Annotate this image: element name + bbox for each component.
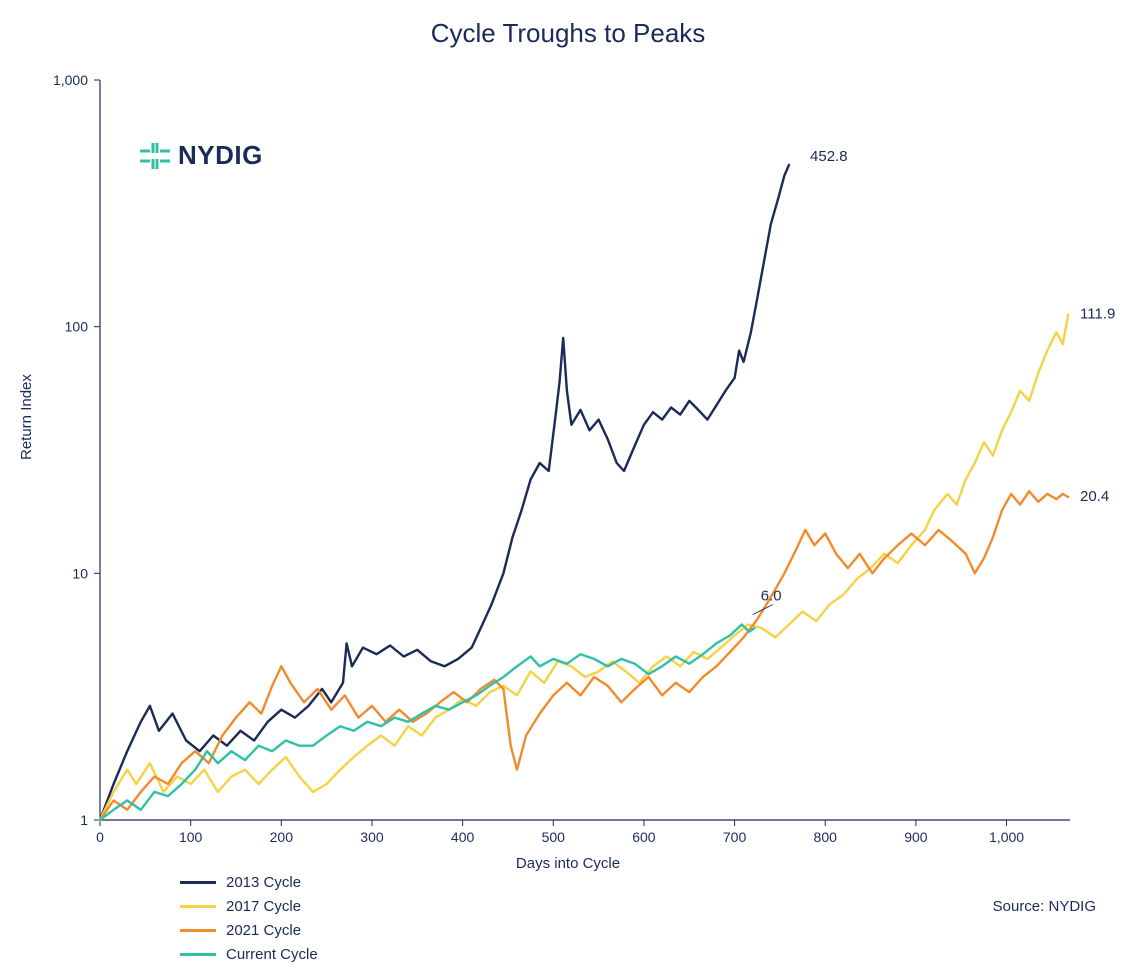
svg-text:1: 1 xyxy=(80,812,88,828)
svg-text:200: 200 xyxy=(270,829,294,845)
series-2013-cycle xyxy=(100,165,789,820)
legend-item-2017-cycle: 2017 Cycle xyxy=(180,894,318,918)
legend-swatch xyxy=(180,881,216,884)
end-label-20.4: 20.4 xyxy=(1080,488,1109,505)
x-axis-label: Days into Cycle xyxy=(0,855,1136,872)
legend-label: 2017 Cycle xyxy=(226,898,301,915)
series-current-cycle xyxy=(100,625,755,821)
svg-text:1,000: 1,000 xyxy=(989,829,1024,845)
svg-text:100: 100 xyxy=(65,319,89,335)
legend: 2013 Cycle 2017 Cycle 2021 Cycle Current Cy… xyxy=(180,870,318,966)
legend-label: 2021 Cycle xyxy=(226,922,301,939)
y-axis-label: Return Index xyxy=(18,374,35,460)
legend-item-2013-cycle: 2013 Cycle xyxy=(180,870,318,894)
series-2017-cycle xyxy=(100,315,1068,820)
svg-text:300: 300 xyxy=(360,829,384,845)
legend-item-current-cycle: Current Cycle xyxy=(180,942,318,966)
chart-plot: 0 100 200 300 400 500 600 700 800 900 1,000 1 10 100 1… xyxy=(0,0,1136,870)
svg-text:10: 10 xyxy=(72,565,88,581)
legend-swatch xyxy=(180,929,216,932)
legend-label: 2013 Cycle xyxy=(226,874,301,891)
svg-text:600: 600 xyxy=(632,829,656,845)
svg-text:400: 400 xyxy=(451,829,475,845)
legend-label: Current Cycle xyxy=(226,946,318,963)
end-label-6.0: 6.0 xyxy=(761,588,782,605)
svg-text:500: 500 xyxy=(542,829,566,845)
end-label-111.9: 111.9 xyxy=(1080,306,1115,323)
svg-text:900: 900 xyxy=(904,829,928,845)
svg-text:700: 700 xyxy=(723,829,747,845)
svg-text:800: 800 xyxy=(814,829,838,845)
legend-swatch xyxy=(180,905,216,908)
svg-text:0: 0 xyxy=(96,829,104,845)
svg-text:100: 100 xyxy=(179,829,203,845)
legend-item-2021-cycle: 2021 Cycle xyxy=(180,918,318,942)
end-label-452.8: 452.8 xyxy=(810,148,848,165)
source-text: Source: NYDIG xyxy=(993,898,1096,915)
legend-swatch xyxy=(180,953,216,956)
svg-text:1,000: 1,000 xyxy=(53,72,88,88)
